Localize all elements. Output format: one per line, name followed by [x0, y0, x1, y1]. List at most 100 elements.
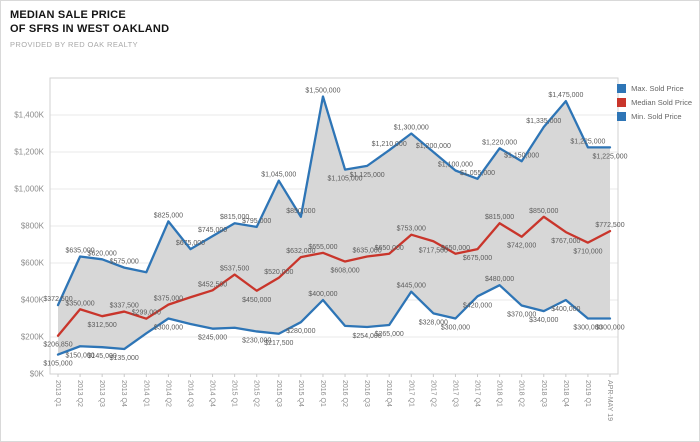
data-label: $1,210,000 — [372, 141, 407, 148]
x-axis-label: 2013 Q3 — [98, 380, 105, 407]
data-label: $745,000 — [198, 227, 227, 234]
legend-swatch-max — [617, 84, 627, 93]
data-label: $655,000 — [308, 244, 337, 251]
x-axis-label: 2013 Q1 — [54, 380, 61, 407]
chart-title-block: MEDIAN SALE PRICE OF SFRS IN WEST OAKLAN… — [10, 8, 169, 49]
x-axis-label: 2019 Q1 — [584, 380, 591, 407]
data-label: $675,000 — [463, 255, 492, 262]
data-label: $850,000 — [286, 208, 315, 215]
data-label: $815,000 — [220, 214, 249, 221]
data-label: $254,000 — [353, 333, 382, 340]
x-axis-label: 2015 Q4 — [297, 380, 304, 407]
data-label: $767,000 — [551, 238, 580, 245]
x-axis-label: 2015 Q3 — [275, 380, 282, 407]
data-label: $245,000 — [198, 335, 227, 342]
data-label: $312,500 — [88, 322, 117, 329]
data-label: $299,000 — [132, 310, 161, 317]
data-label: $328,000 — [419, 319, 448, 326]
data-label: $650,000 — [441, 245, 470, 252]
x-axis-label: 2018 Q4 — [562, 380, 569, 407]
plot-border — [49, 77, 619, 375]
data-label: $717,500 — [419, 247, 448, 254]
median-sold-price-line[interactable] — [56, 215, 612, 337]
data-label: $280,000 — [286, 328, 315, 335]
data-label: $480,000 — [485, 276, 514, 283]
min-sold-price-line[interactable] — [56, 284, 612, 356]
chart-title-line1: MEDIAN SALE PRICE — [10, 9, 126, 21]
data-label: $1,225,000 — [592, 153, 627, 160]
data-label: $635,000 — [65, 248, 94, 255]
x-axis-label: 2016 Q4 — [385, 380, 392, 407]
x-axis-label: 2017 Q4 — [474, 380, 481, 407]
x-axis-label: 2016 Q3 — [363, 380, 370, 407]
x-axis-label: 2014 Q2 — [164, 380, 171, 407]
x-axis-label: 2017 Q2 — [429, 380, 436, 407]
data-label: $710,000 — [573, 249, 602, 256]
data-label: $1,300,000 — [394, 125, 429, 132]
data-label: $300,000 — [154, 325, 183, 332]
data-label: $772,500 — [595, 222, 624, 229]
data-label: $1,055,000 — [460, 170, 495, 177]
data-label: $1,150,000 — [504, 152, 539, 159]
y-axis-label: $0K — [30, 370, 45, 379]
y-axis-label: $800K — [21, 222, 45, 231]
x-axis-label: 2016 Q1 — [319, 380, 326, 407]
data-label: $105,000 — [43, 361, 72, 368]
data-label: $372,500 — [43, 296, 72, 303]
max-sold-price-line[interactable] — [56, 95, 612, 307]
x-axis-label: 2014 Q3 — [186, 380, 193, 407]
min-max-band — [58, 96, 610, 355]
x-axis-label: 2015 Q1 — [231, 380, 238, 407]
x-axis-label: 2017 Q3 — [451, 380, 458, 407]
data-label: $575,000 — [110, 259, 139, 266]
data-label: $1,105,000 — [328, 176, 363, 183]
data-label: $825,000 — [154, 212, 183, 219]
data-label: $350,000 — [65, 300, 94, 307]
data-label: $206,850 — [43, 342, 72, 349]
x-axis-label: 2014 Q4 — [209, 380, 216, 407]
legend-swatch-median — [617, 98, 627, 107]
legend-label-min: Min. Sold Price — [631, 112, 682, 121]
data-label: $420,000 — [463, 302, 492, 309]
data-label: $217,500 — [264, 340, 293, 347]
x-axis-label: 2018 Q3 — [540, 380, 547, 407]
data-label: $635,000 — [353, 248, 382, 255]
chart-title-line2: OF SFRS IN WEST OAKLAND — [10, 23, 170, 35]
data-label: $400,000 — [551, 306, 580, 313]
x-axis-label: 2013 Q2 — [76, 380, 83, 407]
x-axis-label: 2013 Q4 — [120, 380, 127, 407]
legend-item-max-sold-price[interactable]: Max. Sold Price — [617, 84, 692, 93]
x-axis-label: 2014 Q1 — [142, 380, 149, 407]
x-axis-label: 2015 Q2 — [253, 380, 260, 407]
data-label: $300,000 — [573, 325, 602, 332]
data-label: $370,000 — [507, 312, 536, 319]
legend-item-min-sold-price[interactable]: Min. Sold Price — [617, 112, 692, 121]
data-label: $1,475,000 — [548, 92, 583, 99]
y-axis-label: $200K — [21, 333, 45, 342]
data-label: $1,100,000 — [438, 162, 473, 169]
legend-item-median-sold-price[interactable]: Median Sold Price — [617, 98, 692, 107]
x-axis-label: 2016 Q2 — [341, 380, 348, 407]
data-label: $742,000 — [507, 243, 536, 250]
y-axis-label: $1,200K — [14, 148, 44, 157]
x-axis-label: 2017 Q1 — [407, 380, 414, 407]
chart-subtitle: PROVIDED BY RED OAK REALTY — [10, 40, 139, 49]
data-label: $300,000 — [441, 325, 470, 332]
data-label: $452,500 — [198, 281, 227, 288]
data-label: $815,000 — [485, 214, 514, 221]
data-label: $265,000 — [375, 331, 404, 338]
data-label: $608,000 — [330, 268, 359, 275]
x-axis-label: APR-MAY 19 — [606, 380, 613, 421]
legend-swatch-min — [617, 112, 627, 121]
data-label: $375,000 — [154, 296, 183, 303]
y-axis-label: $1,400K — [14, 111, 44, 120]
legend-label-median: Median Sold Price — [631, 98, 692, 107]
data-label: $1,220,000 — [482, 139, 517, 146]
y-axis-label: $1,000K — [14, 185, 44, 194]
y-axis-label: $400K — [21, 296, 45, 305]
data-label: $1,500,000 — [305, 88, 340, 95]
x-axis-label: 2018 Q2 — [518, 380, 525, 407]
data-label: $400,000 — [308, 291, 337, 298]
data-label: $1,200,000 — [416, 143, 451, 150]
